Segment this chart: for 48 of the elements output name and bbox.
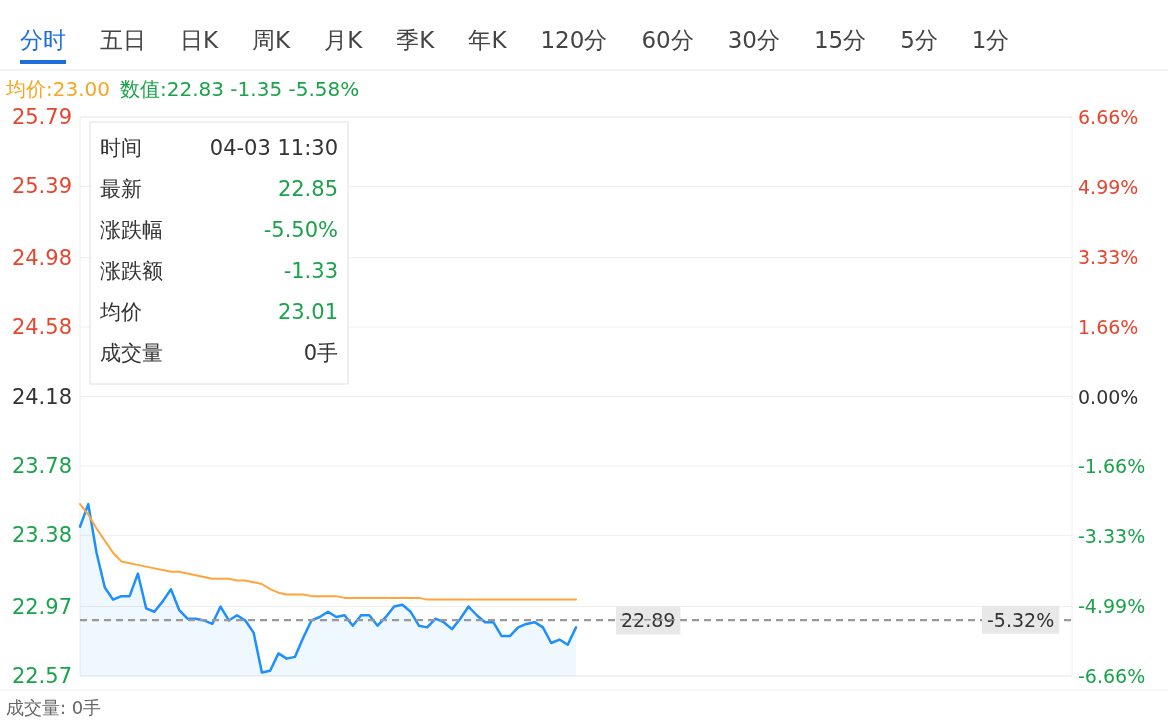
annotation: -1.33 xyxy=(283,259,338,283)
text: 分时 xyxy=(20,27,66,53)
y2-tick-label: -4.99% xyxy=(1078,594,1146,617)
ref-line-label: 22.89 xyxy=(621,609,676,632)
annotation: 最新 xyxy=(100,177,142,201)
y-tick-label: 25.79 xyxy=(11,105,72,129)
text: 30分 xyxy=(727,27,780,53)
text: 120分 xyxy=(540,27,608,53)
y2-tick-label: -6.66% xyxy=(1078,665,1146,687)
annotation: 22.85 xyxy=(277,177,338,201)
ref-line-label: -5.32% xyxy=(987,608,1055,631)
y2-tick-label: 0.00% xyxy=(1078,385,1139,408)
text: 5分 xyxy=(900,27,938,53)
y2-tick-label: 1.66% xyxy=(1078,315,1139,338)
y-tick-label: 24.58 xyxy=(11,315,72,340)
annotation: 涨跌幅 xyxy=(100,218,163,242)
annotation: 0手 xyxy=(303,341,338,365)
text: 15分 xyxy=(813,27,867,53)
text: 60分 xyxy=(641,27,694,53)
annotation: 成交量 xyxy=(100,341,163,365)
text: 年K xyxy=(468,27,508,53)
annotation: 涨跌额 xyxy=(100,259,163,283)
text: 均价:23.00 xyxy=(5,77,110,101)
annotation: -5.50% xyxy=(263,218,338,242)
y2-tick-label: 4.99% xyxy=(1078,176,1139,199)
y-tick-label: 24.18 xyxy=(11,384,72,409)
y-tick-label: 23.78 xyxy=(11,453,72,478)
annotation: 均价 xyxy=(99,300,142,324)
text: 数值:22.83 -1.35 -5.58% xyxy=(120,77,360,101)
annotation: 04-03 11:30 xyxy=(209,136,338,160)
text: 1分 xyxy=(971,27,1010,53)
y-tick-label: 23.38 xyxy=(11,523,72,548)
text: 季K xyxy=(396,27,436,53)
y-tick-label: 22.57 xyxy=(11,664,72,688)
text: 周K xyxy=(252,27,292,53)
annotation: 23.01 xyxy=(277,300,338,324)
y2-tick-label: 3.33% xyxy=(1078,245,1139,268)
y-tick-label: 22.97 xyxy=(11,594,72,619)
y2-tick-label: 6.66% xyxy=(1078,106,1139,128)
y-tick-label: 25.39 xyxy=(11,174,72,199)
y-tick-label: 24.98 xyxy=(11,245,72,270)
annotation: 时间 xyxy=(100,136,142,160)
text: 月K xyxy=(324,27,364,53)
y2-tick-label: -3.33% xyxy=(1078,525,1146,548)
text: 五日 xyxy=(100,27,146,53)
y2-tick-label: -1.66% xyxy=(1078,455,1146,478)
text: 日K xyxy=(180,27,219,53)
text: 成交量: 0手 xyxy=(6,696,102,718)
